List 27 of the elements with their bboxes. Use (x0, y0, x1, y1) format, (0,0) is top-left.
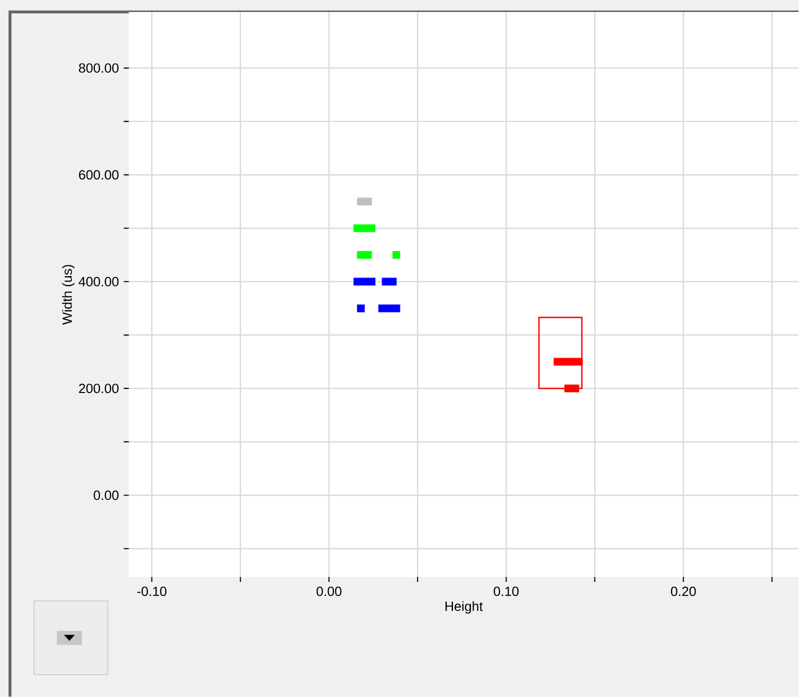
y-axis-title: Width (us) (62, 264, 75, 325)
x-tick-label: 0.20 (670, 586, 696, 596)
x-tick-label: 0.10 (494, 586, 519, 596)
point (382, 278, 390, 286)
point (357, 304, 365, 312)
point (392, 304, 400, 312)
point (357, 250, 365, 259)
point (392, 250, 400, 259)
y-tick-label: 200.00 (79, 384, 119, 394)
point (368, 224, 376, 232)
x-tick-label: -0.10 (137, 586, 166, 596)
x-tick-label: 0.00 (316, 586, 342, 596)
point (378, 304, 386, 312)
y-tick-label: 800.00 (78, 63, 119, 73)
point (560, 358, 569, 366)
point (364, 250, 372, 259)
point (353, 278, 362, 286)
point (385, 304, 394, 312)
point (388, 278, 397, 286)
point (360, 278, 368, 286)
y-tick-label: 600.00 (79, 170, 119, 180)
y-tick-label: 400.00 (78, 276, 119, 286)
point (364, 198, 372, 206)
x-axis-title: Height (446, 601, 483, 614)
point (357, 198, 365, 206)
point (368, 278, 376, 286)
y-tick-label: 0.00 (94, 490, 119, 500)
